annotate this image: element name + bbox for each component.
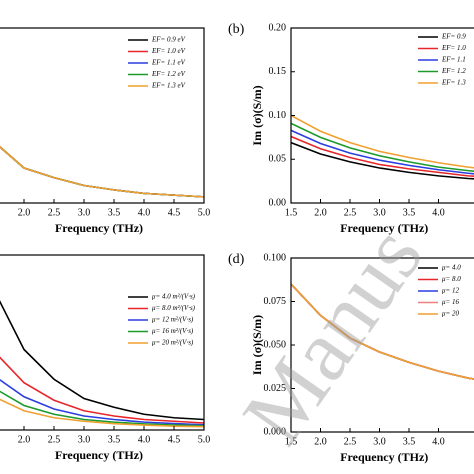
x-tick-label: 3.0 — [78, 207, 91, 218]
legend-label: μ= 12 — [442, 287, 459, 295]
plot-area — [291, 283, 474, 380]
legend-label: μ= 20 — [442, 310, 459, 318]
legend-label: EF= 0.9 eV — [151, 36, 186, 44]
y-tick-label: 0.000 — [264, 426, 287, 437]
x-tick-label: 5.0 — [198, 207, 211, 218]
x-tick-label: 4.0 — [432, 436, 445, 447]
legend-label: EF= 1.2 eV — [151, 70, 186, 78]
legend-label: EF= 1.1 eV — [151, 59, 186, 67]
legend-label: μ= 8.0 — [442, 275, 461, 283]
legend-label: μ= 8.0 m²/(V·s) — [152, 304, 196, 312]
panel: 1.5 2.0 2.5 3.0 3.5 4.0 0.000 0.025 0.050 0.075 0.… — [228, 252, 474, 464]
legend-label: EF= 1.0 eV — [151, 47, 186, 55]
y-axis-title: Im (σ)(S/m) — [250, 85, 264, 145]
line — [0, 300, 204, 421]
x-tick-label: 2.5 — [344, 207, 357, 218]
x-tick-label: 4.5 — [168, 434, 181, 445]
x-tick-label: 4.5 — [168, 207, 181, 218]
axes-frame — [0, 27, 205, 204]
legend-label: μ= 4.0 — [442, 264, 461, 272]
x-tick-label: 2.5 — [344, 436, 357, 447]
legend-label: EF= 1.0 — [441, 44, 466, 52]
y-axis-title: Im (σ)(S/m) — [250, 315, 264, 375]
panel: 2.0 2.5 3.0 3.5 4.0 4.5 5.0 Frequency (THz) EF= … — [0, 27, 211, 235]
line — [291, 283, 474, 380]
axes-frame — [0, 254, 205, 431]
panel: 2.0 2.5 3.0 3.5 4.0 4.5 5.0 Frequency (THz) μ= 4… — [0, 254, 211, 462]
x-tick-label: 1.5 — [285, 207, 298, 218]
y-tick-label: 0.20 — [269, 22, 287, 33]
x-axis-title: Frequency (THz) — [55, 448, 143, 462]
line — [291, 122, 474, 172]
x-tick-label: 1.5 — [285, 436, 298, 447]
panel-label: (d) — [228, 252, 245, 267]
x-tick-label: 2.0 — [18, 207, 31, 218]
x-tick-label: 2.0 — [18, 434, 31, 445]
y-tick-label: 0.05 — [269, 154, 287, 165]
x-tick-label: 3.5 — [403, 436, 416, 447]
x-tick-label: 3.0 — [373, 207, 386, 218]
x-tick-label: 4.0 — [138, 207, 151, 218]
plot-area — [0, 145, 204, 198]
panel: 1.5 2.0 2.5 3.0 3.5 4.0 0.00 0.05 0.10 0.15 0.20 Fr… — [228, 22, 474, 235]
line — [291, 135, 474, 178]
line — [0, 356, 204, 424]
x-tick-label: 2.0 — [314, 207, 327, 218]
line — [0, 378, 204, 426]
x-axis-title: Frequency (THz) — [55, 221, 143, 235]
legend-label: μ= 4.0 m²/(V·s) — [152, 293, 196, 301]
x-tick-label: 3.5 — [108, 207, 121, 218]
plot-area — [0, 300, 204, 428]
x-tick-label: 3.0 — [78, 434, 91, 445]
x-tick-label: 3.0 — [373, 436, 386, 447]
x-tick-label: 2.5 — [48, 207, 61, 218]
y-tick-label: 0.15 — [269, 66, 287, 77]
legend-label: EF= 1.3 eV — [151, 82, 186, 90]
legend-label: EF= 1.2 — [441, 67, 466, 75]
x-tick-label: 5.0 — [198, 434, 211, 445]
line — [0, 145, 204, 198]
legend-label: EF= 1.1 — [441, 56, 466, 64]
y-tick-label: 0.100 — [264, 252, 287, 263]
y-tick-label: 0.050 — [264, 339, 287, 350]
legend-label: EF= 1.3 — [441, 79, 466, 87]
x-tick-label: 2.5 — [48, 434, 61, 445]
line — [0, 398, 204, 428]
x-axis-title: Frequency (THz) — [340, 221, 428, 235]
legend-label: EF= 0.9 — [441, 33, 466, 41]
line — [291, 114, 474, 169]
y-tick-label: 0.10 — [269, 110, 287, 121]
x-tick-label: 4.0 — [138, 434, 151, 445]
panel-label: (b) — [228, 22, 245, 37]
x-tick-label: 3.5 — [108, 434, 121, 445]
x-tick-label: 3.5 — [403, 207, 416, 218]
legend-label: μ= 16 — [442, 298, 459, 306]
y-tick-label: 0.075 — [264, 296, 287, 307]
y-tick-label: 0.025 — [264, 383, 287, 394]
x-axis-title: Frequency (THz) — [340, 450, 428, 464]
legend-label: μ= 20 m²/(V·s) — [152, 339, 194, 347]
line — [291, 141, 474, 180]
x-tick-label: 2.0 — [314, 436, 327, 447]
x-tick-label: 4.0 — [432, 207, 445, 218]
y-tick-label: 0.00 — [269, 197, 287, 208]
legend-label: μ= 12 m²/(V·s) — [152, 316, 194, 324]
legend-label: μ= 16 m²/(V·s) — [152, 327, 194, 335]
line — [291, 129, 474, 175]
plot-area — [291, 114, 474, 180]
line — [0, 390, 204, 427]
